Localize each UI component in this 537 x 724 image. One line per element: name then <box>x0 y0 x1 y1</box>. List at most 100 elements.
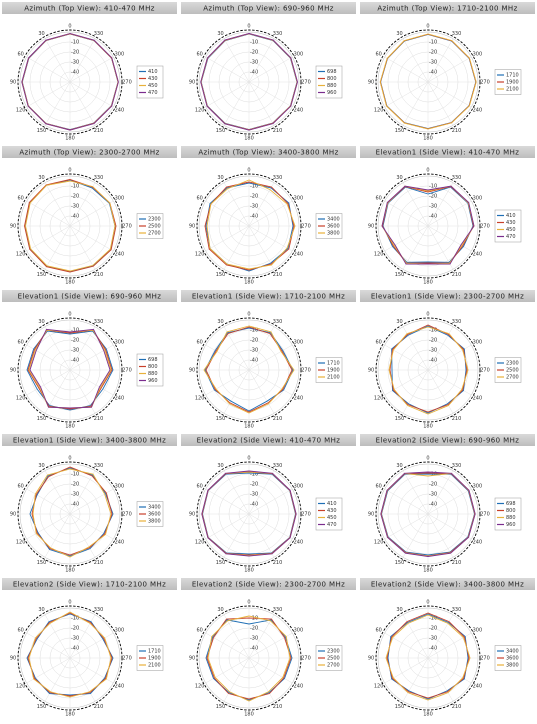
pattern-line <box>386 612 470 699</box>
spoke <box>69 369 114 396</box>
pattern-line <box>389 324 468 413</box>
theta-tick-label: 270 <box>301 224 311 230</box>
theta-tick-label: 30 <box>217 31 223 37</box>
spoke <box>26 632 71 659</box>
r-tick-label: -40 <box>250 214 258 220</box>
title-band <box>181 434 356 446</box>
legend-label: 1900 <box>327 368 340 374</box>
title-band <box>360 146 535 158</box>
theta-tick-label: 60 <box>375 628 381 634</box>
spoke <box>223 369 250 414</box>
r-tick-label: -20 <box>429 626 437 632</box>
spoke <box>205 81 250 108</box>
theta-tick-label: 30 <box>396 463 402 469</box>
legend-label: 1900 <box>148 656 161 662</box>
legend-label: 3600 <box>327 224 340 230</box>
spoke <box>248 369 275 414</box>
spoke <box>69 81 114 108</box>
theta-tick-label: 120 <box>374 108 384 114</box>
spoke <box>69 81 96 126</box>
theta-tick-label: 90 <box>10 512 16 518</box>
legend-label: 450 <box>148 83 158 89</box>
spoke <box>427 513 472 540</box>
chart-title: Elevation1 (Side View): 1710-2100 MHz <box>192 293 345 301</box>
r-tick-label: -20 <box>250 626 258 632</box>
theta-tick-label: 180 <box>65 568 75 574</box>
theta-tick-label: 180 <box>423 568 433 574</box>
spoke <box>427 470 454 515</box>
theta-tick-label: 270 <box>301 656 311 662</box>
title-band <box>360 290 535 302</box>
theta-tick-label: 0 <box>247 312 250 318</box>
legend-label: 2100 <box>327 375 340 381</box>
reference-circle <box>375 173 481 279</box>
spoke <box>223 614 250 659</box>
spoke <box>26 488 71 515</box>
chart-title: Elevation1 (Side View): 690-960 MHz <box>18 293 162 301</box>
spoke <box>248 369 293 396</box>
reference-circle <box>196 461 302 567</box>
theta-tick-label: 210 <box>273 704 283 710</box>
r-tick-label: -30 <box>250 348 258 354</box>
legend-label: 3800 <box>506 663 519 669</box>
theta-tick-label: 150 <box>395 560 405 566</box>
theta-tick-label: 240 <box>294 252 304 258</box>
spoke <box>69 513 114 540</box>
legend-label: 698 <box>148 357 158 363</box>
theta-tick-label: 0 <box>68 456 71 462</box>
theta-tick-label: 300 <box>294 628 304 634</box>
spoke <box>69 38 96 83</box>
theta-tick-label: 330 <box>94 607 104 613</box>
spoke <box>44 513 71 558</box>
spoke <box>427 182 454 227</box>
r-tick-label: -30 <box>250 492 258 498</box>
spoke <box>384 81 429 108</box>
legend-box <box>136 213 164 239</box>
legend-label: 2500 <box>327 656 340 662</box>
theta-tick-label: 150 <box>37 704 47 710</box>
spoke <box>44 614 71 659</box>
spoke <box>205 344 250 371</box>
title-band <box>360 434 535 446</box>
chart-title: Elevation1 (Side View): 2300-2700 MHz <box>371 293 524 301</box>
r-tick-label: -30 <box>250 204 258 210</box>
theta-tick-label: 90 <box>189 656 195 662</box>
theta-tick-label: 120 <box>195 396 205 402</box>
theta-tick-label: 30 <box>217 319 223 325</box>
reference-circle <box>375 29 481 135</box>
reference-circle <box>196 605 302 711</box>
r-tick-label: -30 <box>429 60 437 66</box>
theta-tick-label: 0 <box>68 24 71 30</box>
theta-tick-label: 210 <box>94 128 104 134</box>
theta-tick-label: 150 <box>37 128 47 134</box>
legend-label: 1710 <box>148 649 161 655</box>
theta-tick-label: 0 <box>247 456 250 462</box>
r-tick-label: -30 <box>71 204 79 210</box>
spoke <box>248 200 293 227</box>
spoke <box>26 56 71 83</box>
legend-label: 1710 <box>506 73 519 79</box>
theta-tick-label: 270 <box>480 368 490 374</box>
r-tick-label: -20 <box>250 194 258 200</box>
spoke <box>205 200 250 227</box>
theta-tick-label: 0 <box>426 456 429 462</box>
theta-tick-label: 150 <box>216 560 226 566</box>
spoke <box>44 182 71 227</box>
pattern-line <box>29 328 111 409</box>
theta-tick-label: 30 <box>217 463 223 469</box>
spoke <box>223 81 250 126</box>
title-band <box>2 146 177 158</box>
spoke <box>427 657 472 684</box>
theta-tick-label: 240 <box>473 396 483 402</box>
spoke <box>26 81 71 108</box>
theta-tick-label: 210 <box>273 416 283 422</box>
spoke <box>223 182 250 227</box>
spoke <box>427 369 454 414</box>
theta-tick-label: 90 <box>189 512 195 518</box>
spoke <box>248 38 275 83</box>
theta-tick-label: 60 <box>375 196 381 202</box>
legend-label: 430 <box>327 508 337 514</box>
title-band <box>181 290 356 302</box>
theta-tick-label: 300 <box>294 52 304 58</box>
chart-title: Elevation2 (Side View): 410-470 MHz <box>197 437 341 445</box>
